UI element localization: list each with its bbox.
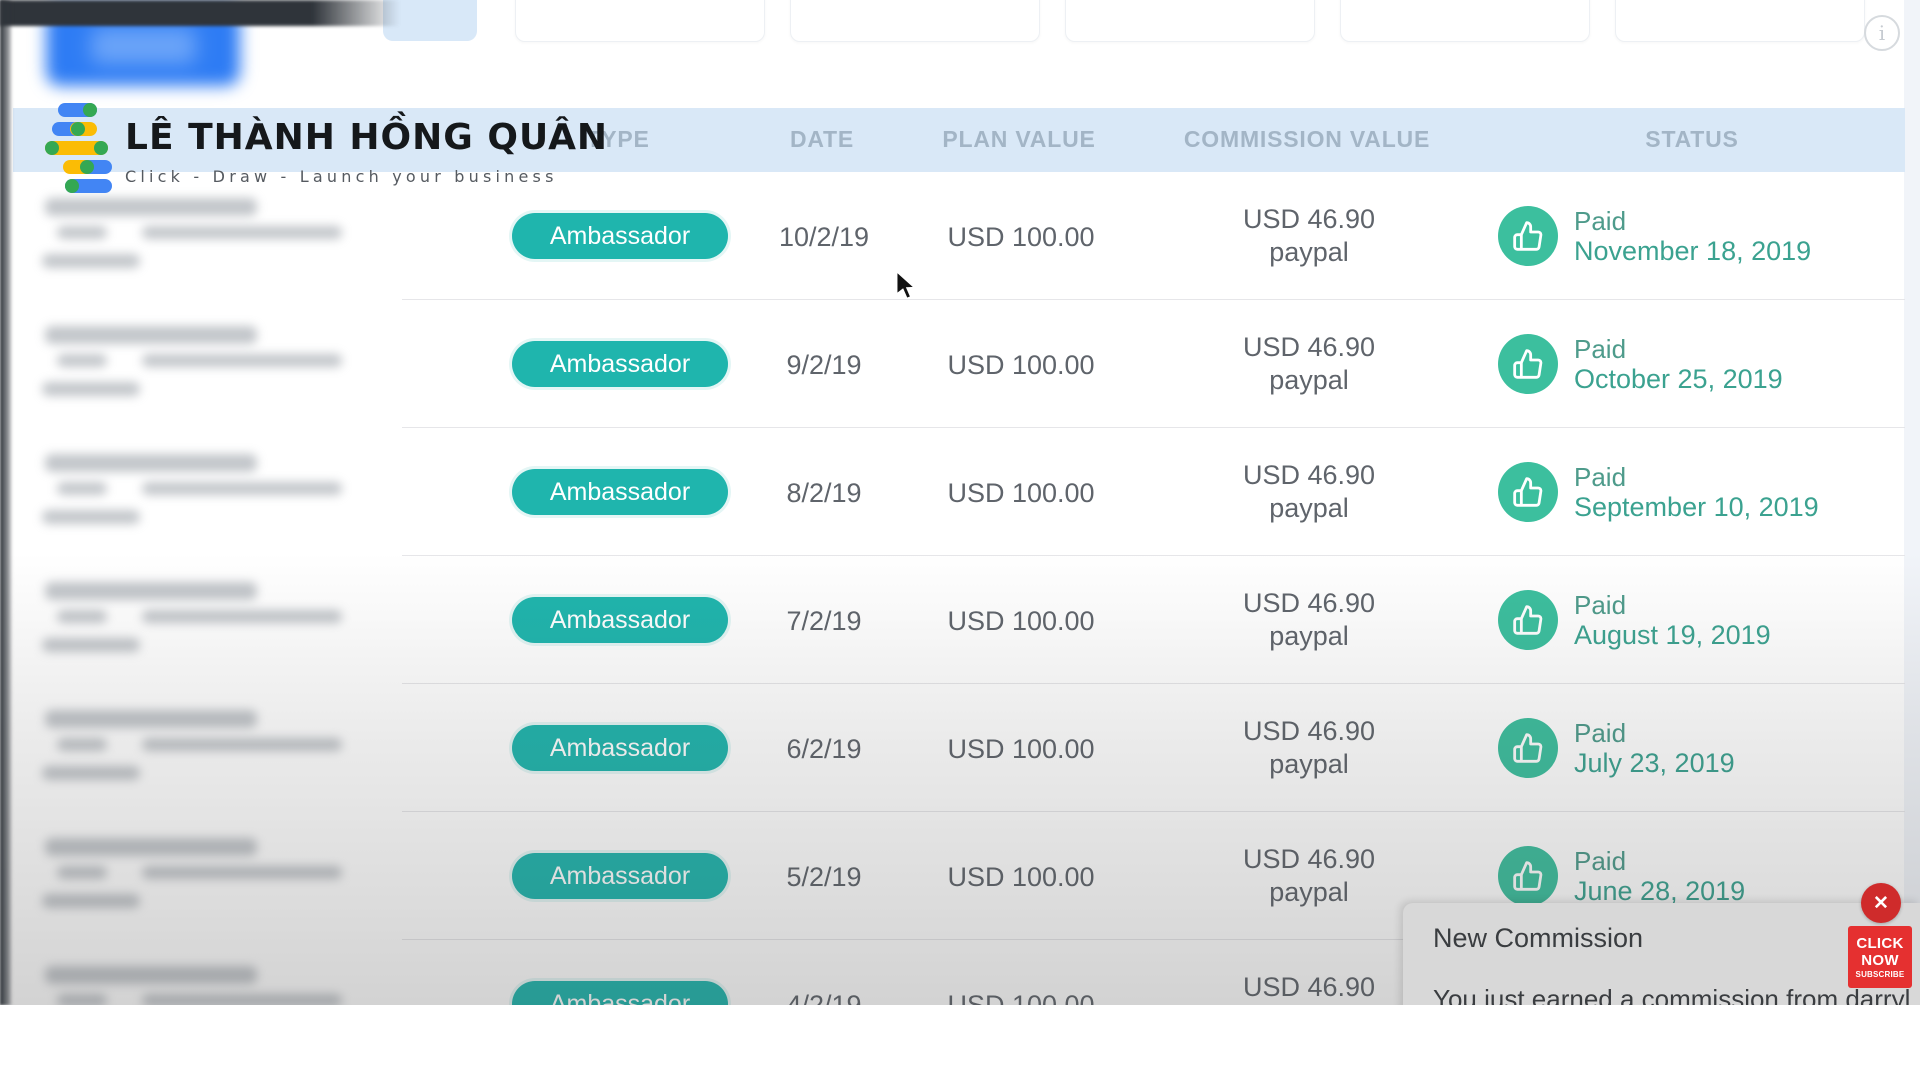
top-stat-card[interactable] [515, 0, 765, 42]
date-cell: 7/2/19 [786, 606, 862, 636]
video-edge-top [0, 0, 400, 26]
sidebar-entry-blurred[interactable] [14, 428, 402, 556]
paid-label: Paid [1574, 846, 1627, 876]
paid-date: July 23, 2019 [1574, 748, 1735, 778]
table-row: Ambassador 8/2/19 USD 100.00 USD 46.90 pa… [402, 428, 1905, 556]
commission-value-cell: USD 46.90 paypal [1242, 332, 1376, 395]
date-cell: 6/2/19 [786, 734, 862, 764]
type-badge: Ambassador [512, 981, 728, 1005]
status-cell: Paid September 10, 2019 [1498, 462, 1819, 523]
close-icon[interactable]: ✕ [1861, 883, 1901, 923]
paid-label: Paid [1574, 334, 1627, 364]
status-cell: Paid June 28, 2019 [1498, 846, 1745, 907]
paid-date: November 18, 2019 [1574, 236, 1812, 266]
status-cell: Paid August 19, 2019 [1498, 590, 1771, 651]
app-viewport: TYPE DATE PLAN VALUE COMMISSION VALUE ST… [0, 0, 1920, 1005]
sidebar-entry-blurred[interactable] [14, 684, 402, 812]
plan-value-cell: USD 100.00 [947, 734, 1095, 764]
paid-label: Paid [1574, 206, 1627, 236]
toast-title: New Commission [1433, 923, 1644, 953]
status-cell: Paid October 25, 2019 [1498, 334, 1783, 395]
thumbs-up-icon [1498, 590, 1558, 650]
plan-value-cell: USD 100.00 [947, 606, 1095, 636]
thumbs-up-icon [1498, 718, 1558, 778]
status-cell: Paid July 23, 2019 [1498, 718, 1735, 779]
plan-value-cell: USD 100.00 [947, 478, 1095, 508]
status-cell: Paid November 18, 2019 [1498, 206, 1811, 267]
column-header-commission: COMMISSION VALUE [1183, 126, 1431, 152]
logo-mark-icon [45, 103, 115, 195]
sidebar-entry-blurred[interactable] [14, 172, 402, 300]
top-stat-card[interactable] [1065, 0, 1315, 42]
type-badge: Ambassador [512, 853, 728, 899]
commission-value-cell: USD 46.90 [1242, 972, 1376, 1002]
paid-date: October 25, 2019 [1574, 364, 1783, 394]
commission-value-cell: USD 46.90 paypal [1242, 844, 1376, 907]
paid-date: June 28, 2019 [1574, 876, 1746, 906]
date-cell: 9/2/19 [786, 350, 862, 380]
table-row: Ambassador 7/2/19 USD 100.00 USD 46.90 pa… [402, 556, 1905, 684]
letterbox-bottom [0, 1005, 1920, 1080]
thumbs-up-icon [1498, 846, 1558, 906]
top-stat-card[interactable] [790, 0, 1040, 42]
table-header-band [13, 108, 1905, 172]
table-row: Ambassador 6/2/19 USD 100.00 USD 46.90 pa… [402, 684, 1905, 812]
paid-date: August 19, 2019 [1574, 620, 1771, 650]
channel-logo: LÊ THÀNH HỒNG QUÂN Click - Draw - Launch… [45, 103, 608, 195]
type-badge: Ambassador [512, 341, 728, 387]
table-row: Ambassador 4/2/19 USD 100.00 USD 46.90 [402, 940, 1905, 1005]
thumbs-up-icon [1498, 334, 1558, 394]
top-stat-card[interactable] [1340, 0, 1590, 42]
table-row: Ambassador 10/2/19 USD 100.00 USD 46.90 p… [402, 172, 1905, 300]
paid-label: Paid [1574, 718, 1627, 748]
sidebar-entry-blurred[interactable] [14, 300, 402, 428]
date-cell: 5/2/19 [786, 862, 862, 892]
column-header-type: TYPE [586, 126, 650, 152]
commission-value-cell: USD 46.90 paypal [1242, 588, 1376, 651]
plan-value-cell: USD 100.00 [947, 350, 1095, 380]
commission-value-cell: USD 46.90 paypal [1242, 716, 1376, 779]
type-badge: Ambassador [512, 725, 728, 771]
table-row: Ambassador 5/2/19 USD 100.00 USD 46.90 pa… [402, 812, 1905, 940]
type-badge: Ambassador [512, 213, 728, 259]
commission-value-cell: USD 46.90 paypal [1242, 460, 1376, 523]
video-edge-left [0, 0, 13, 1005]
paid-label: Paid [1574, 462, 1627, 492]
date-cell: 8/2/19 [786, 478, 862, 508]
type-badge: Ambassador [512, 597, 728, 643]
info-icon[interactable]: i [1864, 15, 1900, 51]
top-stat-card[interactable] [1615, 0, 1865, 42]
commissions-table: Ambassador 10/2/19 USD 100.00 USD 46.90 p… [402, 172, 1905, 1005]
logo-title: LÊ THÀNH HỒNG QUÂN [125, 117, 609, 158]
date-cell: 4/2/19 [786, 990, 862, 1005]
type-badge: Ambassador [512, 469, 728, 515]
date-cell: 10/2/19 [778, 222, 870, 252]
plan-value-cell: USD 100.00 [947, 990, 1095, 1005]
thumbs-up-icon [1498, 462, 1558, 522]
logo-tagline: Click - Draw - Launch your business [125, 167, 558, 186]
sidebar-entry-blurred[interactable] [14, 556, 402, 684]
paid-date: September 10, 2019 [1574, 492, 1819, 522]
column-header-date: DATE [789, 126, 855, 152]
sidebar-entry-blurred[interactable] [14, 940, 402, 1005]
plan-value-cell: USD 100.00 [947, 862, 1095, 892]
thumbs-up-icon [1498, 206, 1558, 266]
column-header-plan-value: PLAN VALUE [942, 126, 1096, 152]
page-right-edge [1904, 0, 1920, 1005]
table-row: Ambassador 9/2/19 USD 100.00 USD 46.90 pa… [402, 300, 1905, 428]
mouse-cursor [894, 270, 918, 305]
toast-body: You just earned a commission from darryl [1433, 984, 1911, 1005]
column-header-status: STATUS [1645, 126, 1739, 152]
paid-label: Paid [1574, 590, 1627, 620]
subscribe-badge[interactable]: CLICK NOW SUBSCRIBE [1848, 926, 1912, 988]
plan-value-cell: USD 100.00 [947, 222, 1095, 252]
commission-value-cell: USD 46.90 paypal [1242, 204, 1376, 267]
sidebar-entry-blurred[interactable] [14, 812, 402, 940]
new-commission-toast[interactable]: New Commission You just earned a commiss… [1403, 903, 1920, 1005]
